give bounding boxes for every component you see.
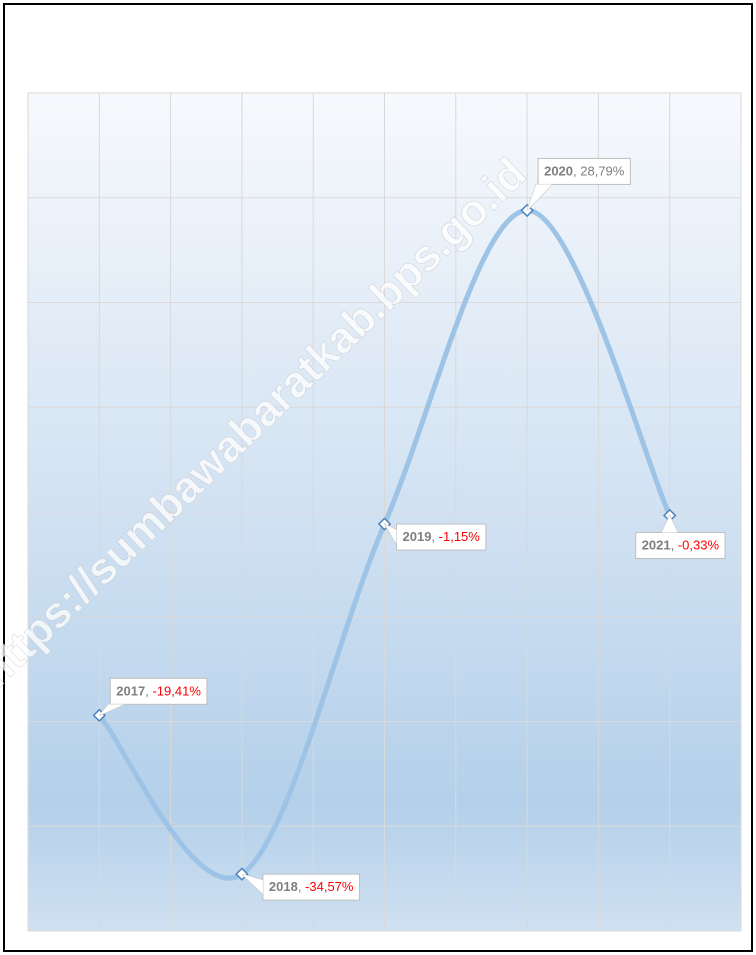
label-box xyxy=(537,157,631,185)
data-label: 2018, -34,57% xyxy=(241,873,360,901)
label-box xyxy=(262,873,360,901)
label-pointer-join xyxy=(384,524,397,545)
grid xyxy=(27,92,742,932)
label-category: 2021 xyxy=(642,538,671,553)
data-label: 2019, -1,15% xyxy=(383,522,487,551)
label-box xyxy=(109,677,208,705)
label-category: 2018 xyxy=(269,880,298,895)
label-value: -1,15% xyxy=(439,529,481,544)
label-separator: , xyxy=(671,538,678,553)
data-label: 2021, -0,33% xyxy=(635,514,726,559)
label-category: 2017 xyxy=(116,684,145,699)
label-text: 2019, -1,15% xyxy=(403,529,481,544)
labels: 2017, -19,41%2018, -34,57%2019, -1,15%20… xyxy=(98,157,726,901)
label-category: 2019 xyxy=(403,529,432,544)
label-box xyxy=(635,531,726,559)
label-text: 2021, -0,33% xyxy=(642,538,720,553)
label-separator: , xyxy=(573,164,580,179)
line xyxy=(96,207,673,881)
label-text: 2017, -19,41% xyxy=(116,684,201,699)
label-separator: , xyxy=(145,684,152,699)
data-label: 2017, -19,41% xyxy=(98,677,208,716)
label-text: 2020, 28,79% xyxy=(544,164,625,179)
label-pointer-join xyxy=(99,704,125,716)
label-separator: , xyxy=(431,529,438,544)
label-box xyxy=(396,523,487,551)
label-pointer-join xyxy=(661,515,678,533)
label-value: -34,57% xyxy=(305,880,354,895)
label-value: 28,79% xyxy=(580,164,625,179)
label-pointer-join xyxy=(527,184,553,211)
marks xyxy=(92,203,677,881)
label-category: 2020 xyxy=(544,164,573,179)
label-text: 2018, -34,57% xyxy=(269,880,354,895)
label-value: -0,33% xyxy=(678,538,720,553)
label-separator: , xyxy=(298,880,305,895)
label-pointer-join xyxy=(241,874,263,895)
data-label: 2020, 28,79% xyxy=(526,157,631,211)
label-value: -19,41% xyxy=(152,684,201,699)
